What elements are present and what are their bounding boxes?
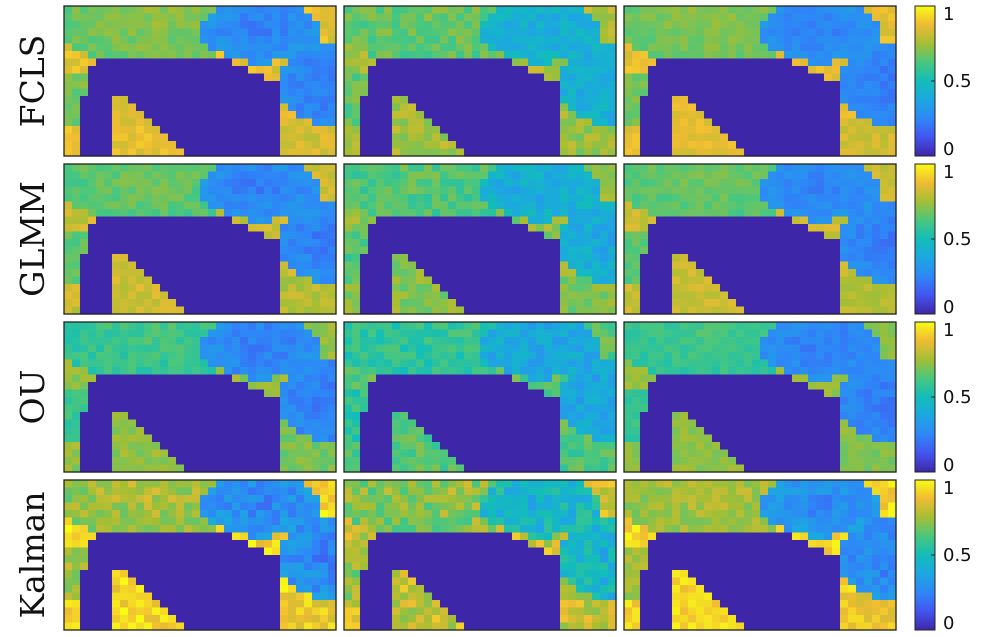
row-label-ou: OU: [13, 370, 52, 425]
abundance-panel-kalman-1: [63, 479, 337, 631]
abundance-panel-fcls-2: [343, 5, 617, 157]
panel-frame: [63, 163, 337, 315]
panel-frame: [63, 479, 337, 631]
colorbar-tick-label: 0: [943, 455, 954, 476]
colorbar-tick-label: 0.5: [943, 387, 972, 408]
abundance-panel-kalman-3: [623, 479, 897, 631]
panel-frame: [623, 5, 897, 157]
colorbar-tick-label: 1: [943, 162, 954, 183]
abundance-panel-glmm-3: [623, 163, 897, 315]
abundance-panel-ou-2: [343, 321, 617, 473]
colorbar-kalman: 10.50: [914, 478, 972, 634]
panel-frame: [343, 163, 617, 315]
colorbar-fcls: 10.50: [914, 4, 972, 160]
abundance-panel-fcls-1: [63, 5, 337, 157]
abundance-panel-ou-3: [623, 321, 897, 473]
abundance-panel-fcls-3: [623, 5, 897, 157]
abundance-panel-ou-1: [63, 321, 337, 473]
panel-frame: [63, 321, 337, 473]
row-label-kalman: Kalman: [13, 491, 52, 618]
panel-frame: [623, 479, 897, 631]
row-label-glmm: GLMM: [13, 181, 52, 297]
colorbar-tick-label: 1: [943, 320, 954, 341]
panel-frame: [623, 321, 897, 473]
panel-frame: [343, 5, 617, 157]
colorbar-tick-label: 0: [943, 297, 954, 318]
colorbar-tick-label: 0: [943, 613, 954, 634]
row-label-fcls: FCLS: [13, 35, 52, 128]
abundance-panel-kalman-2: [343, 479, 617, 631]
panel-frame: [343, 321, 617, 473]
colorbar-ou: 10.50: [914, 320, 972, 476]
abundance-panel-glmm-1: [63, 163, 337, 315]
colorbar-tick-label: 0.5: [943, 229, 972, 250]
panel-frame: [623, 163, 897, 315]
colorbar-tick-label: 0: [943, 139, 954, 160]
colorbar-tick-label: 1: [943, 478, 954, 499]
panel-frame: [63, 5, 337, 157]
abundance-panel-glmm-2: [343, 163, 617, 315]
panel-frame: [343, 479, 617, 631]
colorbar-tick-label: 0.5: [943, 545, 972, 566]
colorbar-tick-label: 0.5: [943, 71, 972, 92]
colorbar-tick-label: 1: [943, 4, 954, 25]
colorbar-glmm: 10.50: [914, 162, 972, 318]
